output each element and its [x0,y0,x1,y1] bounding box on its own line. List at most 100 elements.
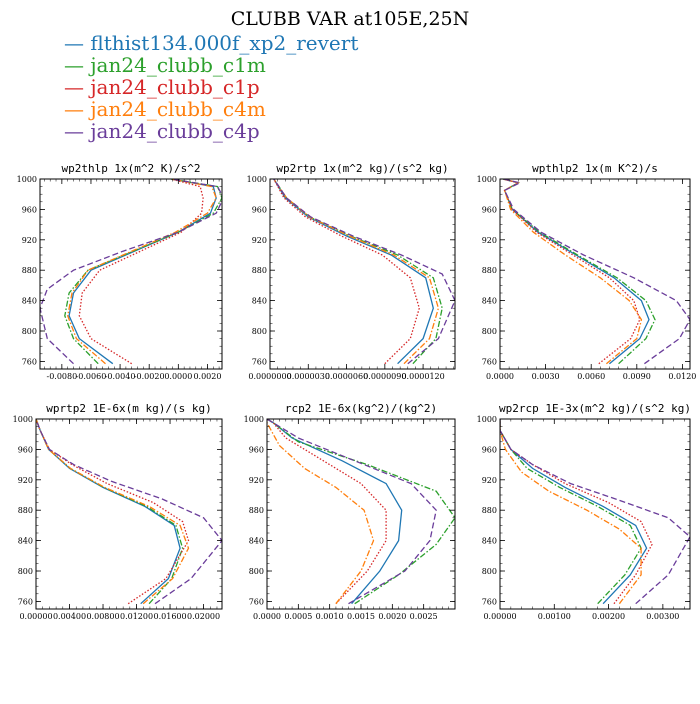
series-line [502,179,690,365]
y-tick-label: 1000 [247,175,267,184]
x-tick-label: 0.00100 [538,612,571,621]
plot-frame [269,178,456,370]
y-tick-label: 880 [482,506,497,515]
x-tick-label: 0.0090 [623,372,651,381]
series-line [64,179,222,365]
y-tick-label: 960 [18,445,33,454]
series-line [500,419,653,605]
x-tick-label: 0.0000 [253,612,281,621]
y-tick-label: 800 [249,567,264,576]
x-tick-label: 0.0000 [164,372,192,381]
y-tick-label: 840 [482,297,497,306]
x-tick-label: 0.0025 [410,612,438,621]
legend: — flthist134.000f_xp2_revert — jan24_club… [64,32,358,142]
y-tick-label: 840 [22,297,37,306]
x-tick-label: 0.0015 [347,612,375,621]
series-line [502,179,643,365]
y-tick-label: 880 [249,506,264,515]
y-tick-label: 760 [482,357,497,366]
y-tick-label: 840 [18,537,33,546]
y-tick-label: 960 [22,205,37,214]
legend-item: — jan24_clubb_c1m [64,53,266,77]
plot-frame [499,418,691,610]
x-tick-label: 0.0000060 [325,372,368,381]
series-line [68,179,217,365]
y-tick-label: 800 [252,327,267,336]
x-tick-label: -0.0060 [76,372,107,381]
y-tick-label: 800 [22,327,37,336]
series-line [267,419,375,605]
x-tick-label: 0.0000090 [363,372,406,381]
x-tick-label: 0.01600 [154,612,187,621]
chart-panel: wp2rcp 1E-3x(m^2 kg)/(s^2 kg) 760 800 840 88… [477,402,691,621]
y-tick-label: 840 [482,537,497,546]
y-tick-label: 960 [252,205,267,214]
panel-title: wprtp2 1E-6x(m kg)/(s kg) [46,402,212,415]
x-tick-label: 0.0010 [316,612,344,621]
plot-frame [499,178,691,370]
chart-panel: rcp2 1E-6x(kg^2)/(kg^2) 760 800 840 880 920 96… [244,402,456,621]
series-line [273,179,440,365]
y-tick-label: 960 [249,445,264,454]
x-tick-label: 0.0000030 [287,372,330,381]
y-tick-label: 1000 [477,175,497,184]
y-tick-label: 920 [249,476,264,485]
x-tick-label: 0.0030 [532,372,560,381]
legend-item: — flthist134.000f_xp2_revert [64,31,359,55]
series-line [267,419,437,605]
series-line [267,419,455,605]
y-tick-label: 960 [482,205,497,214]
plot-frame [39,178,223,370]
y-tick-label: 920 [252,236,267,245]
x-tick-label: 0.0000120 [401,372,444,381]
series-line [273,179,420,365]
chart-panel: wpthlp2 1x(m K^2)/s 760 800 840 880 920 960 100… [477,162,697,381]
x-tick-label: 0.00000 [483,612,516,621]
panel-title: rcp2 1E-6x(kg^2)/(kg^2) [285,402,437,415]
y-tick-label: 920 [482,236,497,245]
series-line [36,419,184,605]
plot-frame [35,418,223,610]
x-tick-label: -0.0040 [105,372,136,381]
y-tick-label: 760 [482,597,497,606]
y-tick-label: 920 [482,476,497,485]
series-line [502,179,641,365]
x-tick-label: 0.0120 [668,372,696,381]
x-tick-label: 0.01200 [120,612,153,621]
series-line [267,419,403,605]
panel-title: wpthlp2 1x(m K^2)/s [532,162,658,175]
y-tick-label: 880 [18,506,33,515]
y-tick-label: 960 [482,445,497,454]
y-tick-label: 1000 [17,175,37,184]
y-tick-label: 760 [22,357,37,366]
y-tick-label: 920 [22,236,37,245]
y-tick-label: 840 [252,297,267,306]
chart-panel: wp2thlp 1x(m^2 K)/s^2 760 800 840 880 920 960 1… [17,162,223,381]
y-tick-label: 1000 [13,415,33,424]
y-tick-label: 880 [22,266,37,275]
series-line [500,419,642,605]
y-tick-label: 920 [18,476,33,485]
series-line [36,419,222,605]
y-tick-label: 1000 [477,415,497,424]
x-tick-label: 0.0000 [486,372,514,381]
x-tick-label: 0.00000 [19,612,52,621]
series-line [36,419,190,605]
plot-frame [266,418,456,610]
series-line [273,179,434,365]
y-tick-label: 760 [18,597,33,606]
page-title: CLUBB VAR at105E,25N [230,8,470,30]
panel-title: wp2rcp 1E-3x(m^2 kg)/(s^2 kg) [499,402,691,415]
series-line [36,419,190,605]
x-tick-label: 0.0005 [284,612,312,621]
y-tick-label: 880 [252,266,267,275]
x-tick-label: -0.0020 [134,372,165,381]
x-tick-label: 0.0020 [378,612,406,621]
series-line [273,179,455,365]
series-line [40,179,222,365]
y-tick-label: 760 [249,597,264,606]
legend-item: — jan24_clubb_c4p [64,119,260,143]
chart-panel: wp2rtp 1x(m^2 kg)/(s^2 kg) 760 800 840 880 92… [247,162,456,381]
